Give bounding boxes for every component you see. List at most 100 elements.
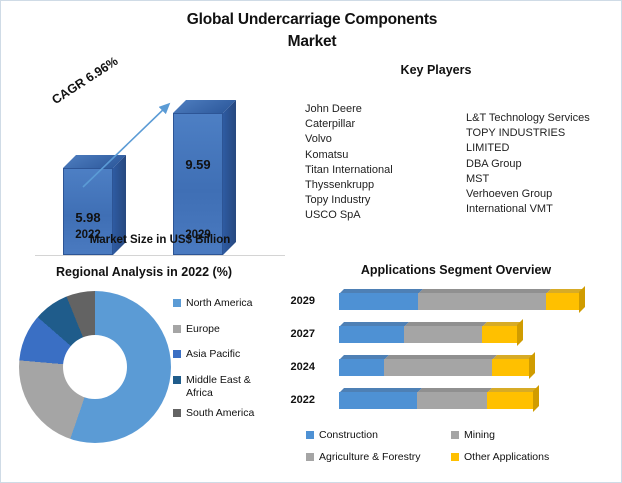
legend-item-other-applications[interactable]: Other Applications [451,451,549,463]
legend-swatch-icon [173,350,181,358]
legend-swatch-icon [306,431,314,439]
applications-row-label-2029: 2029 [290,295,315,307]
key-player-item: Volvo [305,133,332,146]
page-title-line2: Market [287,33,337,50]
legend-label: Middle East & Africa [186,373,251,399]
key-players-heading: Key Players [400,63,472,77]
key-player-item: Topy Industry [305,194,371,207]
key-player-item: Komatsu [305,148,349,161]
segment-other-applications [487,388,538,409]
segment-top-cap [340,322,409,326]
segment-mining [404,322,487,343]
segment-other-applications [492,355,534,376]
applications-bar-2029 [339,286,585,313]
key-player-item: Verhoeven Group [466,188,553,201]
regional-legend: North America Europe Asia Pacific Middle… [173,297,288,432]
page-title-line1: Global Undercarriage Components [186,11,438,28]
market-size-value-2029: 9.59 [185,157,211,172]
segment-top-cap [340,289,423,293]
bar-end-cap [579,286,585,313]
segment-construction [339,388,422,409]
legend-item-north-america[interactable]: North America [173,297,288,310]
legend-swatch-icon [173,375,181,384]
market-size-chart: 5.98 9.59 2022 2029 [35,81,285,256]
legend-swatch-icon [173,324,181,333]
key-player-item: John Deere [305,103,362,115]
applications-row-label-2027: 2027 [290,328,315,340]
segment-top-cap [419,289,551,293]
legend-label: Europe [186,322,220,335]
applications-chart: 2029 2027 [263,283,608,428]
legend-swatch-icon [173,408,181,417]
applications-title: Applications Segment Overview [360,263,552,277]
legend-swatch-icon [451,453,459,461]
segment-top-cap [405,322,487,326]
legend-swatch-icon [451,431,459,439]
legend-swatch-icon [173,299,181,307]
market-size-bar-2029: 9.59 [173,100,236,255]
regional-analysis-title: Regional Analysis in 2022 (%) [56,265,232,279]
key-player-item: Caterpillar [305,118,356,131]
key-player-item: Thyssenkrupp [305,179,375,192]
bar-end-cap [529,352,535,379]
segment-top-cap [340,355,389,359]
key-player-item: International VMT [466,203,553,216]
segment-construction [339,355,389,376]
legend-item-europe[interactable]: Europe [173,323,288,336]
regional-donut-chart [19,291,171,443]
applications-bar-2022 [339,385,539,412]
legend-item-construction[interactable]: Construction [306,429,451,441]
key-player-item: LIMITED [466,142,510,155]
key-player-item: USCO SpA [305,209,361,222]
applications-legend-row: Agriculture & Forestry Other Application… [306,451,596,463]
market-size-xlabel-2029: 2029 [185,229,211,241]
segment-top-cap [488,388,538,392]
segment-mining [417,388,492,409]
key-player-item: MST [466,172,490,185]
segment-mining [418,289,551,310]
legend-swatch-icon [306,453,314,461]
bar-end-cap [517,319,523,346]
applications-legend-row: Construction Mining [306,429,596,441]
key-players-column-right: L&T Technology Services TOPY INDUSTRIES … [466,111,590,217]
segment-top-cap [493,355,534,359]
segment-top-cap [340,388,422,392]
bar-front-face [173,113,223,255]
segment-other-applications [482,322,522,343]
key-player-item: L&T Technology Services [466,112,590,124]
chart-baseline [35,255,285,256]
page-title: Global Undercarriage Components Market [1,9,622,53]
bar-end-cap [533,385,539,412]
key-player-item: TOPY INDUSTRIES [466,127,566,140]
legend-item-south-america[interactable]: South America [173,407,288,420]
legend-label: South America [186,406,255,419]
applications-row-label-2024: 2024 [290,361,315,373]
market-size-xlabel-2022: 2022 [75,229,101,241]
legend-label: Construction [319,429,378,441]
segment-top-cap [418,388,492,392]
legend-item-mining[interactable]: Mining [451,429,495,441]
donut-hole [63,335,127,399]
applications-bar-2027 [339,319,523,346]
key-player-item: Titan International [305,163,393,176]
segment-mining [384,355,497,376]
segment-construction [339,289,423,310]
applications-legend: Construction Mining Agriculture & Forest… [306,429,596,473]
legend-item-asia-pacific[interactable]: Asia Pacific [173,348,288,361]
market-size-value-2022: 5.98 [75,210,101,225]
legend-item-agriculture-forestry[interactable]: Agriculture & Forestry [306,451,451,463]
key-player-item: DBA Group [466,157,522,170]
key-players-column-left: John Deere Caterpillar Volvo Komatsu Tit… [305,102,393,224]
legend-label: Agriculture & Forestry [319,451,421,463]
segment-construction [339,322,409,343]
legend-label: Asia Pacific [186,348,241,360]
segment-other-applications [546,289,584,310]
applications-row-label-2022: 2022 [290,394,315,406]
legend-item-middle-east-africa[interactable]: Middle East & Africa [173,374,288,400]
applications-bar-2024 [339,352,535,379]
legend-label: Other Applications [464,451,550,463]
market-size-caption: Market Size in US$ Billion [89,234,231,246]
legend-label: North America [186,297,253,309]
legend-label: Mining [464,429,495,441]
